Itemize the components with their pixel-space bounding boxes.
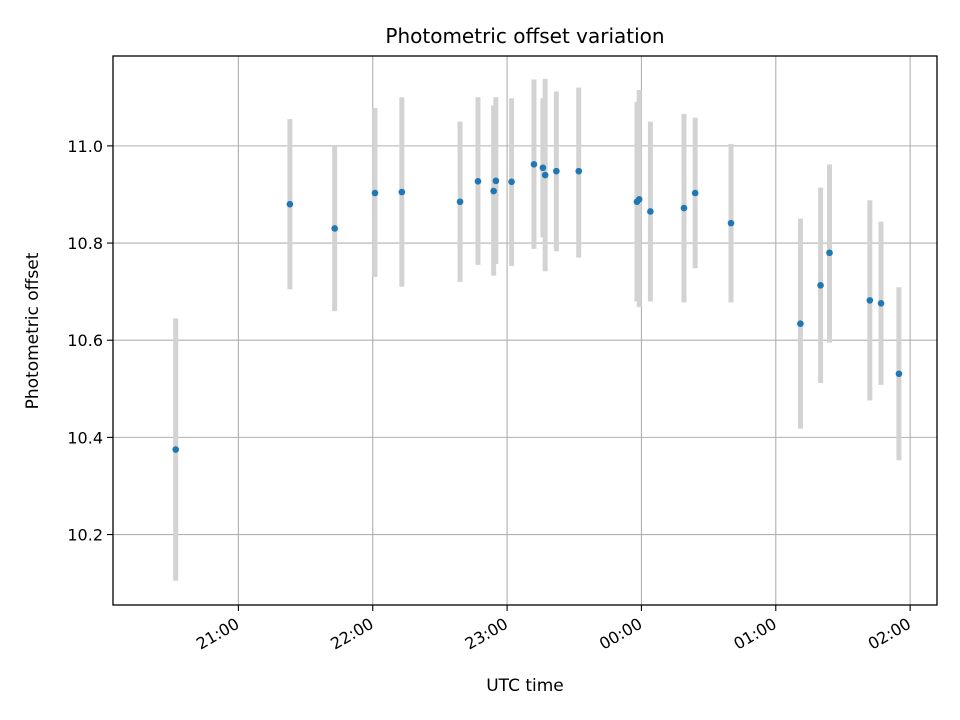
y-axis-label: Photometric offset	[23, 252, 43, 409]
data-point	[680, 204, 688, 212]
data-point	[541, 171, 549, 179]
data-point	[635, 196, 643, 203]
data-point	[727, 219, 735, 227]
data-point	[691, 189, 699, 197]
data-point	[817, 282, 824, 289]
y-tick-label: 10.2	[67, 526, 103, 545]
data-points	[172, 161, 903, 453]
y-tick-label: 10.6	[67, 331, 103, 350]
data-point	[877, 299, 885, 307]
data-point	[286, 200, 294, 208]
y-tick-label: 10.8	[67, 234, 103, 253]
data-point	[172, 446, 179, 453]
data-point	[647, 208, 654, 215]
data-point	[492, 177, 500, 185]
plot-area-frame	[112, 55, 938, 606]
data-point	[474, 178, 482, 185]
data-point	[331, 225, 338, 232]
data-point	[539, 164, 547, 172]
data-point	[866, 297, 874, 304]
data-point	[508, 178, 515, 186]
data-point	[895, 370, 903, 378]
data-point	[398, 188, 406, 196]
data-point	[826, 249, 833, 257]
x-axis-label: UTC time	[486, 676, 564, 696]
data-point	[371, 189, 379, 197]
chart-title: Photometric offset variation	[385, 24, 664, 48]
data-point	[553, 167, 560, 175]
data-point	[456, 198, 464, 206]
data-point	[490, 187, 497, 195]
y-tick-label: 10.4	[67, 428, 103, 447]
data-point	[530, 161, 538, 168]
y-tick-label: 11.0	[67, 137, 103, 156]
data-point	[575, 167, 583, 175]
data-point	[797, 320, 804, 327]
